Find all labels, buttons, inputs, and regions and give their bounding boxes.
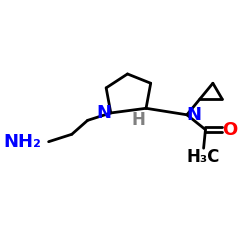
Text: N: N xyxy=(97,104,112,122)
Text: NH₂: NH₂ xyxy=(3,133,41,151)
Text: O: O xyxy=(222,121,237,139)
Text: H: H xyxy=(132,111,145,129)
Text: N: N xyxy=(186,106,201,124)
Text: H₃C: H₃C xyxy=(187,148,220,166)
